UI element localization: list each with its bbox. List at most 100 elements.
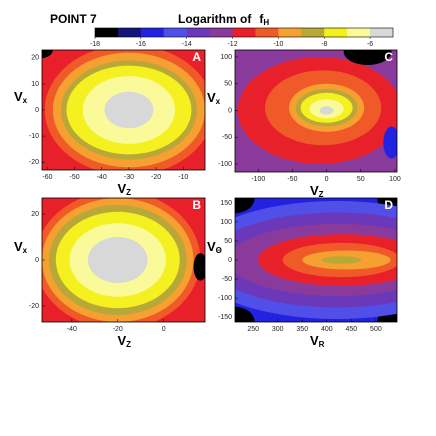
panel-label: B <box>192 198 201 212</box>
colorbar-segment <box>95 28 119 37</box>
colorbar-segment <box>278 28 302 37</box>
x-tick-label: -20 <box>151 174 161 181</box>
colorbar-symbol-sub: H <box>263 18 269 27</box>
y-axis-label-sub: Θ <box>216 246 222 255</box>
y-axis-label-main: V <box>14 89 23 104</box>
x-axis-label-sub: R <box>319 340 325 349</box>
x-axis-label-main: V <box>310 333 319 348</box>
panel-label: D <box>384 198 393 212</box>
y-tick-label: 100 <box>220 54 232 61</box>
y-tick-label: -20 <box>29 303 39 310</box>
colorbar-frame <box>94 27 394 38</box>
y-tick-label: 0 <box>35 257 39 264</box>
contour-level <box>42 50 53 58</box>
plot-frame <box>234 49 398 173</box>
y-tick-label: -50 <box>222 134 232 141</box>
y-axis-label-main: V <box>207 239 216 254</box>
y-tick-label: -100 <box>218 161 232 168</box>
y-axis-label-sub: x <box>23 96 28 105</box>
colorbar-segment <box>301 28 325 37</box>
colorbar-segment <box>347 28 371 37</box>
colorbar-tick-label: -18 <box>90 41 100 48</box>
colorbar-tick-label: -10 <box>273 41 283 48</box>
x-tick-label: -10 <box>178 174 188 181</box>
colorbar-title: Logarithm of fH <box>178 12 269 27</box>
y-tick-label: 100 <box>220 219 232 226</box>
y-tick-label: -100 <box>218 295 232 302</box>
x-tick-label: -30 <box>124 174 134 181</box>
contour-level <box>87 237 148 283</box>
colorbar-segment <box>163 28 187 37</box>
y-tick-label: -10 <box>29 133 39 140</box>
contour-level <box>235 306 255 322</box>
x-axis-label-sub: Z <box>126 340 131 349</box>
x-tick-label: 500 <box>370 326 382 333</box>
x-tick-label: -100 <box>251 176 265 183</box>
x-axis-label-sub: Z <box>126 188 131 197</box>
contour-level <box>193 253 205 281</box>
y-tick-label: -20 <box>29 159 39 166</box>
x-axis-label: VZ <box>118 181 132 197</box>
y-axis-label: Vx <box>207 90 221 106</box>
x-tick-label: -50 <box>287 176 297 183</box>
x-axis-label: VZ <box>118 333 132 349</box>
colorbar-tick-label: -16 <box>136 41 146 48</box>
contour-level <box>321 256 362 264</box>
y-axis-label: Vx <box>14 239 28 255</box>
panel-label: A <box>192 50 201 64</box>
contour-level <box>104 91 154 129</box>
x-tick-label: -60 <box>42 174 52 181</box>
contour-level <box>343 50 392 65</box>
colorbar-segment <box>140 28 165 37</box>
x-tick-label: 400 <box>321 326 333 333</box>
y-tick-label: 10 <box>31 81 39 88</box>
colorbar-tick-label: -12 <box>227 41 237 48</box>
colorbar-symbol: f <box>259 12 264 26</box>
y-tick-label: 150 <box>220 200 232 207</box>
x-axis-label-main: V <box>118 333 127 348</box>
y-tick-label: -150 <box>218 314 232 321</box>
contour-plot <box>42 198 205 322</box>
y-tick-label: -50 <box>222 276 232 283</box>
y-tick-label: 50 <box>224 238 232 245</box>
x-tick-label: 0 <box>325 176 329 183</box>
x-tick-label: -40 <box>97 174 107 181</box>
y-tick-label: 0 <box>35 107 39 114</box>
y-axis-label: VΘ <box>207 239 222 255</box>
colorbar-segment <box>324 28 348 37</box>
x-tick-label: -40 <box>67 326 77 333</box>
x-tick-label: 0 <box>162 326 166 333</box>
y-axis-label-main: V <box>14 239 23 254</box>
x-tick-label: 50 <box>357 176 365 183</box>
colorbar-tick-label: -8 <box>321 41 327 48</box>
x-tick-label: 300 <box>272 326 284 333</box>
x-tick-label: 350 <box>296 326 308 333</box>
colorbar-segment <box>232 28 256 37</box>
figure-title: POINT 7 <box>50 12 97 26</box>
x-axis-label-sub: Z <box>319 190 324 199</box>
colorbar-tick-label: -6 <box>367 41 373 48</box>
panel-label: C <box>384 50 393 64</box>
x-tick-label: -50 <box>70 174 80 181</box>
contour-plot <box>42 50 205 170</box>
y-tick-label: 0 <box>228 107 232 114</box>
y-tick-label: 20 <box>31 55 39 62</box>
x-tick-label: -20 <box>113 326 123 333</box>
colorbar-segment <box>186 28 210 37</box>
y-tick-label: 20 <box>31 211 39 218</box>
x-tick-label: 100 <box>389 176 401 183</box>
contour-plot <box>235 50 397 172</box>
x-axis-label-main: V <box>310 183 319 198</box>
y-axis-label: Vx <box>14 89 28 105</box>
y-axis-label-sub: x <box>216 97 221 106</box>
colorbar-segment <box>255 28 279 37</box>
contour-level <box>319 106 334 115</box>
x-tick-label: 250 <box>247 326 259 333</box>
x-axis-label: VZ <box>310 183 324 199</box>
y-tick-label: 0 <box>228 257 232 264</box>
colorbar-segment <box>370 28 394 37</box>
y-tick-label: 50 <box>224 81 232 88</box>
colorbar-tick-label: -14 <box>182 41 192 48</box>
